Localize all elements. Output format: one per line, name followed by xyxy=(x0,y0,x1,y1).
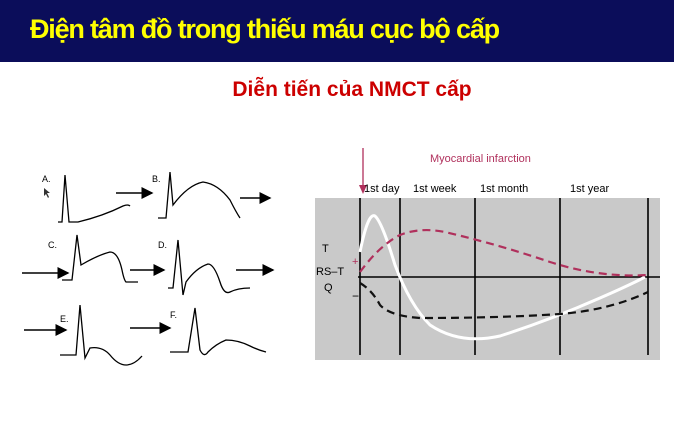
time-label-day: 1st day xyxy=(364,183,400,195)
time-label-month: 1st month xyxy=(480,183,528,195)
ecg-wave-d xyxy=(168,239,251,296)
time-label-week: 1st week xyxy=(413,183,457,195)
mi-evolution-svg: Myocardial infarction 1st day 1st week 1… xyxy=(315,148,660,360)
label-t: T xyxy=(322,243,329,255)
ecg-wave-a xyxy=(58,174,131,223)
time-label-year: 1st year xyxy=(570,183,609,195)
mi-chart-title: Myocardial infarction xyxy=(430,153,531,165)
label-rst: RS–T xyxy=(316,266,344,278)
label-plus: + xyxy=(352,256,358,268)
onset-arrow-head xyxy=(359,185,367,194)
slide-subtitle: Diễn tiến của NMCT cấp xyxy=(232,78,472,101)
q-wave-curve xyxy=(359,282,649,320)
stage-label-c: C. xyxy=(48,240,57,250)
ecg-wave-f xyxy=(170,307,267,356)
ecg-stages-svg: A. B. C. D. E. F. xyxy=(22,171,275,366)
stage-label-b: B. xyxy=(152,174,161,184)
ecg-wave-c xyxy=(62,234,138,283)
cursor-icon xyxy=(44,188,50,198)
st-segment-curve xyxy=(359,228,649,277)
mi-evolution-chart: Myocardial infarction 1st day 1st week 1… xyxy=(300,140,668,370)
t-wave-curve xyxy=(358,214,646,341)
stage-label-d: D. xyxy=(158,240,167,250)
ecg-wave-b xyxy=(158,171,241,219)
slide-title: Điện tâm đồ trong thiếu máu cục bộ cấp xyxy=(30,14,500,44)
chart-panel xyxy=(315,198,660,360)
stage-label-a: A. xyxy=(42,174,51,184)
label-q: Q xyxy=(324,282,333,294)
ecg-wave-e xyxy=(60,304,143,366)
stage-label-e: E. xyxy=(60,314,69,324)
title-bar: Điện tâm đồ trong thiếu máu cục bộ cấp xyxy=(0,0,674,62)
stage-label-f: F. xyxy=(170,310,177,320)
label-minus: − xyxy=(352,289,359,303)
ecg-stages-diagram: A. B. C. D. E. F. xyxy=(18,160,280,380)
